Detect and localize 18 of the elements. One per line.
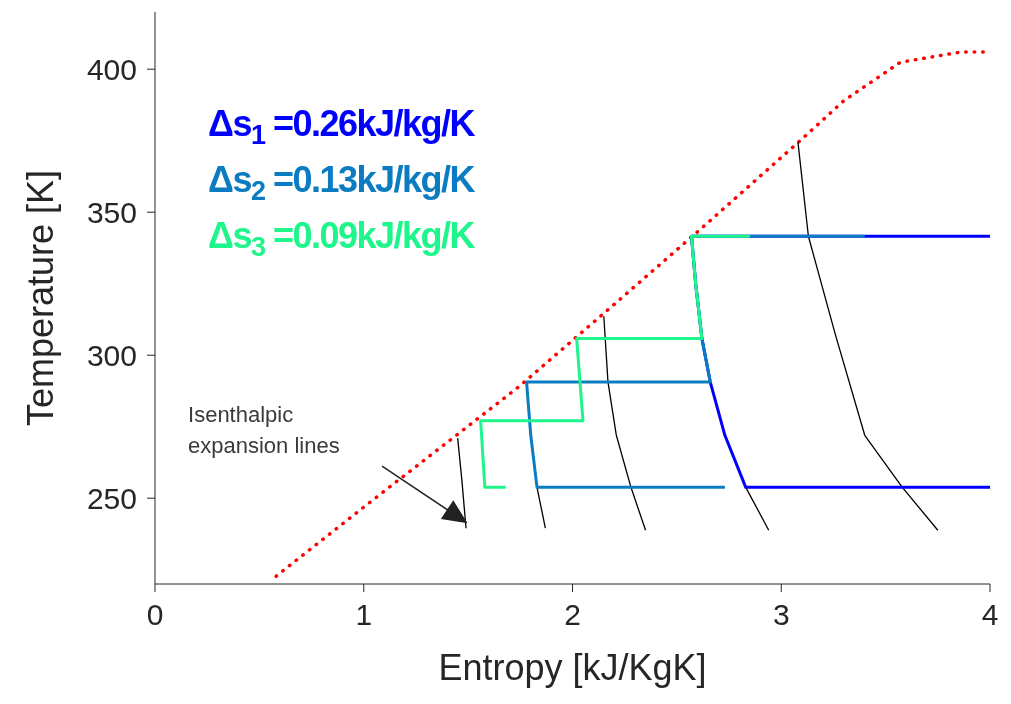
- y-tick-label: 400: [86, 52, 137, 86]
- text: Δs$_{3}$ =0.09kJ/kg/K: [208, 214, 475, 264]
- x-axis-title: Entropy [kJ/KgK]: [438, 647, 707, 688]
- x-tick-label: 1: [355, 598, 373, 632]
- line-series: [797, 141, 939, 531]
- y-tick-label: 300: [86, 338, 137, 372]
- line-series: [479, 234, 752, 489]
- x-tick-label: 3: [772, 598, 790, 632]
- line-series: [603, 315, 647, 531]
- x-tick-label: 0: [146, 598, 164, 632]
- y-tick-label: 250: [86, 481, 137, 515]
- annotation: Isenthalpic expansion lines: [188, 402, 340, 459]
- x-tick-label: 2: [564, 598, 581, 632]
- text: Δs$_{1}$ =0.26kJ/kg/K: [208, 102, 475, 152]
- text: Δs$_{2}$ =0.13kJ/kg/K: [208, 158, 475, 208]
- y-axis-title: Temperature [K]: [19, 169, 61, 427]
- x-tick-label: 4: [981, 598, 999, 632]
- y-tick-label: 350: [86, 195, 137, 229]
